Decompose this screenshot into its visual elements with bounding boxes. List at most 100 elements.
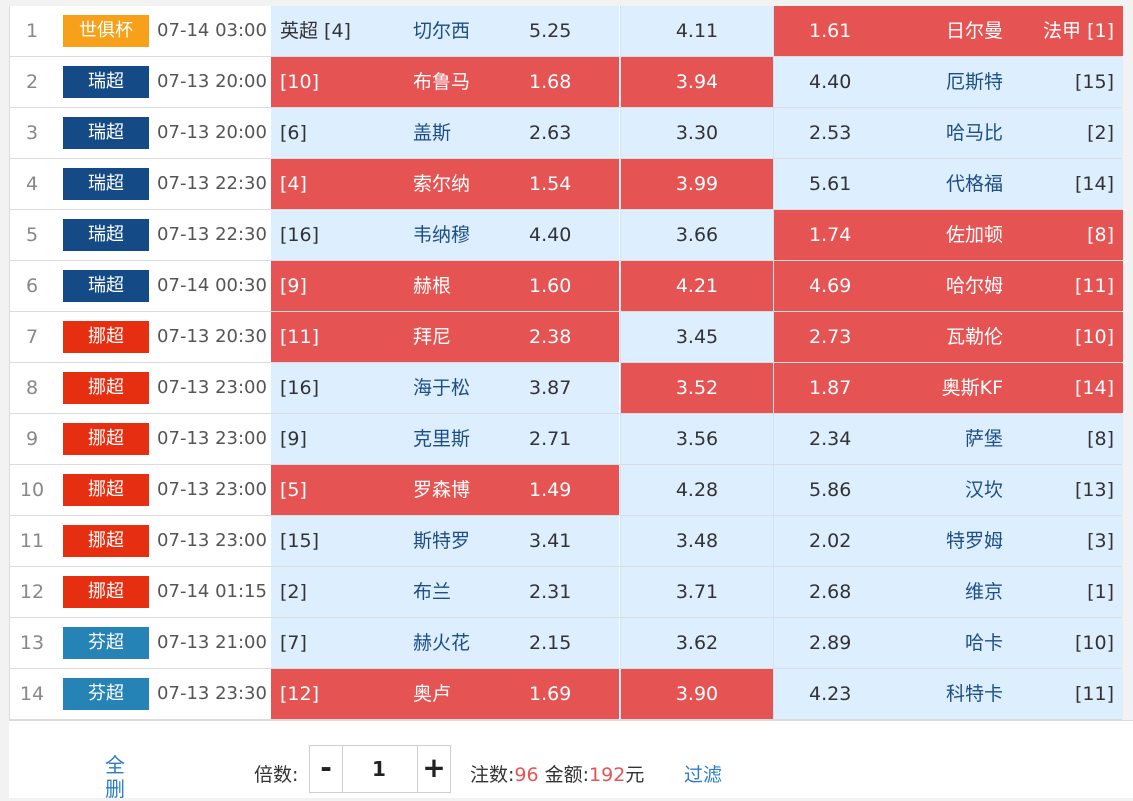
away-team: 科特卡 [945, 683, 1003, 705]
away-win-option[interactable]: 2.53 哈马比 [2] [773, 108, 1123, 158]
away-win-option[interactable]: 1.87 奥斯KF [14] [773, 363, 1123, 413]
away-win-option[interactable]: 4.69 哈尔姆 [11] [773, 261, 1123, 311]
home-win-option[interactable]: [16] 海于松 3.87 [271, 363, 619, 413]
match-time: 07-14 03:00 [157, 20, 267, 41]
away-win-option[interactable]: 2.89 哈卡 [10] [773, 618, 1123, 668]
league-badge: 挪超 [63, 372, 149, 404]
away-team: 特罗姆 [945, 530, 1003, 552]
away-win-option[interactable]: 2.68 维京 [1] [773, 567, 1123, 617]
match-row: 8 挪超 07-13 23:00 [16] 海于松 3.87 3.52 1.87… [10, 363, 1123, 414]
draw-odds: 3.62 [675, 632, 719, 654]
home-win-odds: 1.54 [529, 173, 572, 195]
row-index: 1 [25, 20, 39, 42]
match-row: 4 瑞超 07-13 22:30 [4] 索尔纳 1.54 3.99 5.61 … [10, 159, 1123, 210]
home-win-option[interactable]: [4] 索尔纳 1.54 [271, 159, 619, 209]
row-index: 2 [25, 71, 39, 93]
home-win-odds: 2.15 [529, 632, 572, 654]
multiplier-input[interactable] [343, 746, 415, 792]
away-win-odds: 1.87 [809, 377, 852, 399]
away-win-odds: 4.69 [809, 275, 852, 297]
draw-option[interactable]: 3.48 [620, 516, 773, 566]
row-index: 14 [19, 683, 45, 705]
home-rank: [10] [280, 71, 320, 93]
filter-link[interactable]: 过滤 [684, 764, 723, 786]
row-index: 3 [25, 122, 39, 144]
home-win-option[interactable]: [11] 拜尼 2.38 [271, 312, 619, 362]
league-badge: 芬超 [63, 627, 149, 659]
home-win-option[interactable]: [9] 克里斯 2.71 [271, 414, 619, 464]
away-win-odds: 1.74 [809, 224, 852, 246]
match-row: 2 瑞超 07-13 20:00 [10] 布鲁马 1.68 3.94 4.40… [10, 57, 1123, 108]
draw-odds: 3.90 [675, 683, 719, 705]
away-win-odds: 2.68 [809, 581, 852, 603]
draw-option[interactable]: 4.21 [620, 261, 773, 311]
league-badge: 世俱杯 [63, 15, 149, 47]
away-team: 哈马比 [945, 122, 1003, 144]
home-win-option[interactable]: [2] 布兰 2.31 [271, 567, 619, 617]
home-win-option[interactable]: [16] 韦纳穆 4.40 [271, 210, 619, 260]
draw-option[interactable]: 3.71 [620, 567, 773, 617]
away-win-option[interactable]: 2.02 特罗姆 [3] [773, 516, 1123, 566]
home-win-odds: 1.69 [529, 683, 572, 705]
match-row: 11 挪超 07-13 23:00 [15] 斯特罗 3.41 3.48 2.0… [10, 516, 1123, 567]
away-win-option[interactable]: 2.73 瓦勒伦 [10] [773, 312, 1123, 362]
decrement-button[interactable]: - [310, 746, 343, 792]
clear-all-button[interactable]: 全删 [105, 753, 125, 801]
away-win-odds: 4.40 [809, 71, 852, 93]
away-win-option[interactable]: 4.23 科特卡 [11] [773, 669, 1123, 719]
home-win-option[interactable]: [15] 斯特罗 3.41 [271, 516, 619, 566]
home-team: 海于松 [413, 377, 471, 399]
match-time: 07-13 23:00 [157, 377, 267, 398]
home-win-odds: 1.68 [529, 71, 572, 93]
match-time: 07-13 22:30 [157, 224, 267, 245]
bets-label: 注数: [470, 764, 515, 786]
away-win-odds: 4.23 [809, 683, 852, 705]
home-win-odds: 1.60 [529, 275, 572, 297]
home-win-option[interactable]: [12] 奥卢 1.69 [271, 669, 619, 719]
away-win-odds: 2.89 [809, 632, 852, 654]
away-team: 奥斯KF [941, 377, 1003, 399]
away-win-option[interactable]: 1.61 日尔曼 法甲 [1] [773, 6, 1123, 56]
multiplier-label: 倍数: [254, 764, 299, 786]
draw-option[interactable]: 3.99 [620, 159, 773, 209]
draw-option[interactable]: 3.90 [620, 669, 773, 719]
draw-option[interactable]: 3.45 [620, 312, 773, 362]
draw-option[interactable]: 4.11 [620, 6, 773, 56]
draw-option[interactable]: 3.56 [620, 414, 773, 464]
draw-option[interactable]: 3.66 [620, 210, 773, 260]
row-index: 6 [25, 275, 39, 297]
away-win-odds: 5.61 [809, 173, 852, 195]
away-win-option[interactable]: 5.61 代格福 [14] [773, 159, 1123, 209]
league-badge: 瑞超 [63, 66, 149, 98]
increment-button[interactable]: + [417, 746, 450, 792]
draw-option[interactable]: 3.62 [620, 618, 773, 668]
away-win-odds: 2.53 [809, 122, 852, 144]
home-win-option[interactable]: [10] 布鲁马 1.68 [271, 57, 619, 107]
away-team: 代格福 [945, 173, 1003, 195]
away-win-option[interactable]: 1.74 佐加顿 [8] [773, 210, 1123, 260]
draw-option[interactable]: 3.52 [620, 363, 773, 413]
home-win-option[interactable]: [6] 盖斯 2.63 [271, 108, 619, 158]
home-win-option[interactable]: 英超 [4] 切尔西 5.25 [271, 6, 619, 56]
league-badge: 瑞超 [63, 117, 149, 149]
home-win-odds: 2.63 [529, 122, 572, 144]
home-team: 切尔西 [413, 20, 471, 42]
away-team: 哈卡 [964, 632, 1003, 654]
draw-option[interactable]: 4.28 [620, 465, 773, 515]
draw-option[interactable]: 3.94 [620, 57, 773, 107]
away-win-option[interactable]: 5.86 汉坎 [13] [773, 465, 1123, 515]
draw-option[interactable]: 3.30 [620, 108, 773, 158]
away-rank: [14] [1074, 173, 1114, 195]
home-win-odds: 3.87 [529, 377, 572, 399]
match-row: 1 世俱杯 07-14 03:00 英超 [4] 切尔西 5.25 4.11 1… [10, 6, 1123, 57]
home-win-option[interactable]: [7] 赫火花 2.15 [271, 618, 619, 668]
draw-odds: 3.66 [675, 224, 719, 246]
away-win-option[interactable]: 4.40 厄斯特 [15] [773, 57, 1123, 107]
match-row: 7 挪超 07-13 20:30 [11] 拜尼 2.38 3.45 2.73 … [10, 312, 1123, 363]
home-win-option[interactable]: [9] 赫根 1.60 [271, 261, 619, 311]
draw-odds: 3.52 [675, 377, 719, 399]
home-team: 克里斯 [413, 428, 471, 450]
home-win-option[interactable]: [5] 罗森博 1.49 [271, 465, 619, 515]
multiplier-stepper: - + [309, 745, 451, 793]
away-win-option[interactable]: 2.34 萨堡 [8] [773, 414, 1123, 464]
